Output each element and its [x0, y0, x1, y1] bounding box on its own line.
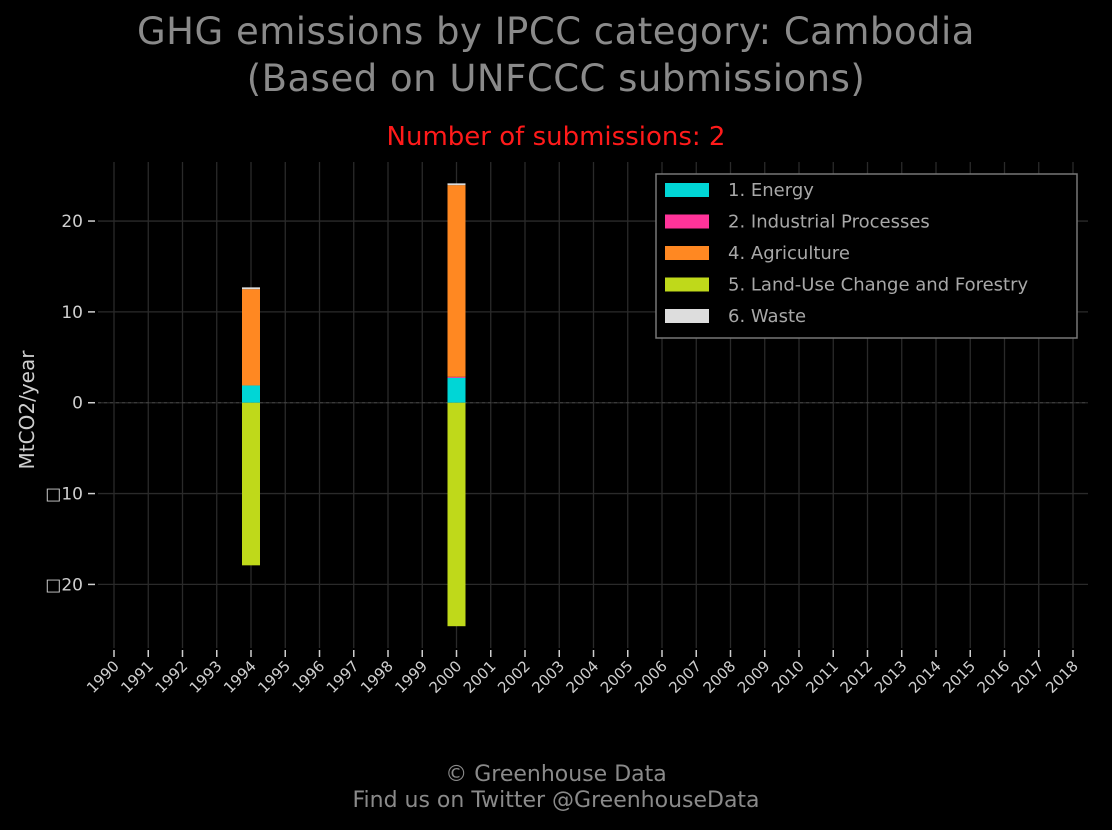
x-tick-label: 2011 — [802, 657, 842, 697]
x-tick-label: 2001 — [460, 657, 500, 697]
bar-segment — [242, 287, 260, 290]
x-tick-label: 2012 — [837, 657, 877, 697]
bar-segment — [447, 185, 466, 377]
x-tick-label: 2005 — [597, 657, 637, 697]
x-tick-label: 2007 — [665, 657, 705, 697]
bar-segment — [242, 402, 260, 566]
legend-swatch — [665, 246, 709, 260]
legend-swatch — [665, 183, 709, 197]
x-tick-label: 1994 — [220, 657, 260, 697]
x-tick-label: 2014 — [905, 657, 945, 697]
x-tick-label: 2008 — [700, 657, 740, 697]
x-tick-label: 2013 — [871, 657, 911, 697]
bar-segment — [242, 289, 260, 386]
x-tick-label: 2000 — [426, 657, 466, 697]
footer-copyright: © Greenhouse Data — [445, 762, 667, 787]
chart-title-line2: (Based on UNFCCC submissions) — [246, 57, 866, 100]
x-tick-label: 2018 — [1042, 657, 1082, 697]
chart-subtitle: Number of submissions: 2 — [386, 122, 726, 152]
x-tick-label: 1996 — [289, 657, 329, 697]
legend-label: 6. Waste — [728, 306, 806, 327]
footer-twitter: Find us on Twitter @GreenhouseData — [352, 788, 760, 813]
x-tick-label: 1997 — [323, 657, 363, 697]
x-tick-label: 1991 — [117, 657, 157, 697]
bar-segment — [242, 385, 260, 403]
bar-segment — [447, 376, 466, 378]
y-axis-label: MtCO2/year — [15, 350, 39, 470]
x-tick-label: 2002 — [494, 657, 534, 697]
x-tick-label: 2006 — [631, 657, 671, 697]
chart-title-line1: GHG emissions by IPCC category: Cambodia — [137, 10, 975, 53]
legend-swatch — [665, 277, 709, 292]
x-tick-label: 2003 — [528, 657, 568, 697]
x-tick-label: 1992 — [152, 657, 192, 697]
y-tick-label: □20 — [45, 575, 83, 595]
y-tick-label: 20 — [61, 212, 83, 232]
bar-segment — [447, 183, 466, 186]
legend-label: 4. Agriculture — [728, 243, 850, 264]
y-tick-label: 10 — [61, 303, 83, 323]
legend-swatch — [665, 309, 709, 323]
bar-segment — [447, 402, 466, 627]
x-tick-label: 1993 — [186, 657, 226, 697]
x-tick-label: 1995 — [254, 657, 294, 697]
x-tick-label: 2015 — [939, 657, 979, 697]
x-tick-label: 2017 — [1008, 657, 1048, 697]
x-tick-label: 1998 — [357, 657, 397, 697]
x-tick-label: 1990 — [83, 657, 123, 697]
x-tick-label: 2010 — [768, 657, 808, 697]
x-tick-label: 2004 — [563, 657, 603, 697]
x-tick-label: 2016 — [974, 657, 1014, 697]
y-tick-label: □10 — [45, 485, 83, 505]
legend-label: 5. Land-Use Change and Forestry — [728, 275, 1028, 296]
legend-box — [655, 173, 1078, 339]
legend-label: 2. Industrial Processes — [728, 212, 930, 233]
y-tick-label: 0 — [72, 394, 83, 414]
x-tick-label: 1999 — [391, 657, 431, 697]
bar-segment — [447, 377, 466, 403]
x-tick-label: 2009 — [734, 657, 774, 697]
legend-swatch — [665, 214, 709, 229]
legend-label: 1. Energy — [728, 180, 814, 201]
